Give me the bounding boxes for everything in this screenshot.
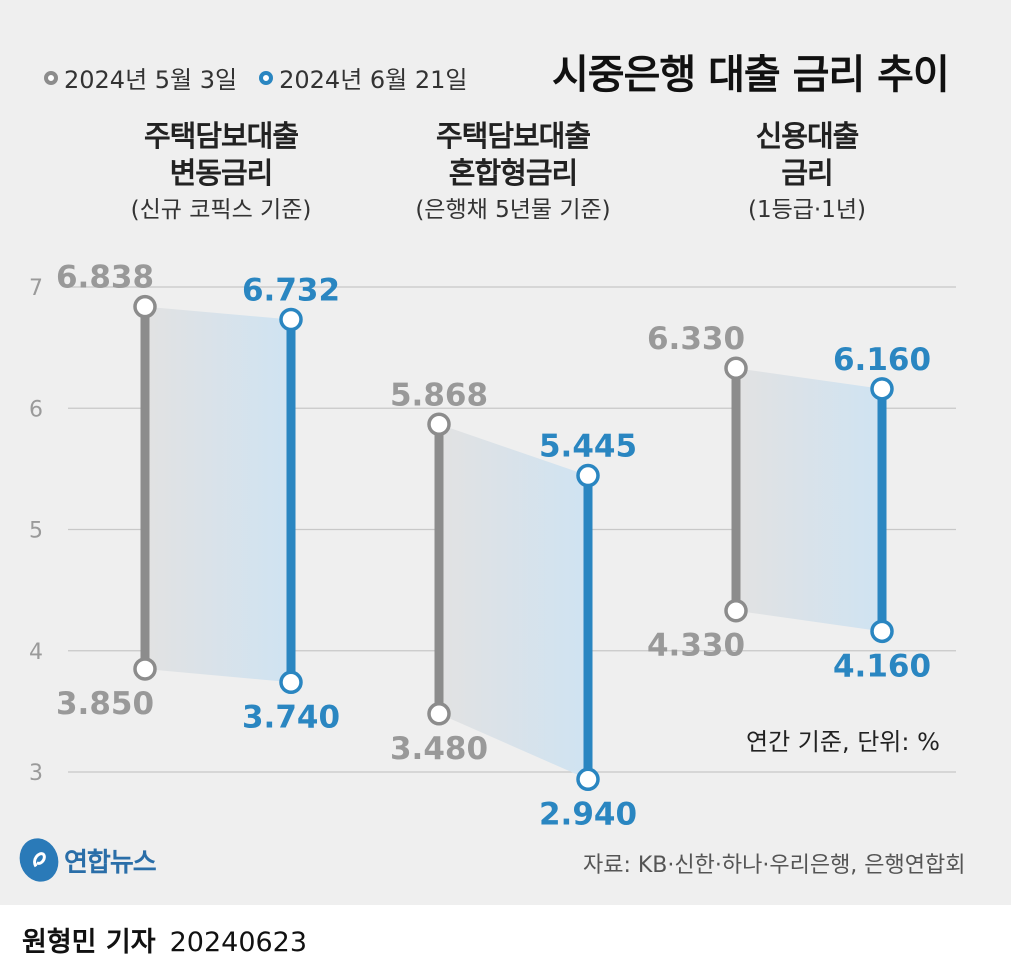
y-tick-label: 5 <box>29 519 43 544</box>
group-title-line1: 주택담보대출 <box>435 119 591 153</box>
source-note: 자료: KB·신한·하나·우리은행, 은행연합회 <box>583 853 966 878</box>
reporter-name: 원형민 기자 <box>22 927 156 958</box>
high-value-label-may: 6.838 <box>56 260 154 296</box>
legend-item-june: 2024년 6월 21일 <box>259 60 468 95</box>
range-shift-band <box>145 306 291 683</box>
publish-date: 20240623 <box>169 927 308 958</box>
legend-item-may: 2024년 5월 3일 <box>44 60 237 95</box>
range-chart: 3 4 5 6 7 6.838 3.850 5.868 3.480 6.330 4.330 6.732… <box>29 260 956 832</box>
low-marker-may <box>133 657 157 681</box>
high-value-label-may: 6.330 <box>647 321 745 357</box>
group-header-variable-mortgage: 주택담보대출 변동금리 (신규 코픽스 기준) <box>71 118 371 228</box>
y-tick-label: 6 <box>29 397 43 422</box>
chart-title: 시중은행 대출 금리 추이 <box>552 52 950 98</box>
group-title-line2: 혼합형금리 <box>448 156 578 190</box>
high-marker-may <box>724 356 748 380</box>
group-title-line1: 주택담보대출 <box>143 119 299 153</box>
high-value-label-june: 5.445 <box>539 429 637 465</box>
group-header-credit-loan: 신용대출 금리 (1등급·1년) <box>657 118 957 228</box>
y-tick-label: 7 <box>29 276 43 301</box>
legend-marker-gray <box>44 70 58 85</box>
y-tick-label: 4 <box>29 640 43 665</box>
group-subtitle: (은행채 5년물 기준) <box>415 197 611 223</box>
group-title-line2: 변동금리 <box>169 156 274 190</box>
group-title-line1: 신용대출 <box>755 119 860 153</box>
low-value-label-june: 3.740 <box>242 699 340 735</box>
range-shift-band <box>736 368 882 632</box>
legend-label-may: 2024년 5월 3일 <box>64 66 238 94</box>
low-value-label-may: 3.480 <box>390 731 488 767</box>
high-marker-june <box>870 377 894 401</box>
high-value-label-may: 5.868 <box>390 377 488 413</box>
legend-marker-blue <box>259 70 274 85</box>
low-marker-may <box>427 702 451 726</box>
unit-note: 연간 기준, 단위: % <box>746 728 940 756</box>
low-marker-june <box>279 670 303 695</box>
group-header-hybrid-mortgage: 주택담보대출 혼합형금리 (은행채 5년물 기준) <box>363 118 663 228</box>
y-tick-label: 3 <box>29 761 43 786</box>
logo-mark-icon <box>13 832 65 888</box>
high-marker-may <box>427 412 451 437</box>
low-value-label-june: 2.940 <box>539 796 637 832</box>
low-marker-june <box>870 619 894 644</box>
logo-text: 연합뉴스 <box>64 847 157 878</box>
legend-label-june: 2024년 6월 21일 <box>279 66 468 94</box>
low-marker-june <box>576 767 600 792</box>
high-value-label-june: 6.732 <box>242 272 340 308</box>
yonhap-logo: 연합뉴스 <box>13 832 157 888</box>
byline: 원형민 기자 20240623 <box>22 920 307 959</box>
low-value-label-may: 4.330 <box>647 628 745 664</box>
high-marker-june <box>576 463 600 488</box>
legend: 2024년 5월 3일 2024년 6월 21일 <box>44 60 468 95</box>
group-subtitle: (1등급·1년) <box>747 197 866 223</box>
group-title-line2: 금리 <box>781 156 833 190</box>
high-marker-may <box>133 294 157 319</box>
high-value-label-june: 6.160 <box>833 342 931 378</box>
low-value-label-june: 4.160 <box>833 648 931 684</box>
range-shift-band <box>439 424 588 780</box>
low-value-label-may: 3.850 <box>56 686 154 722</box>
low-marker-may <box>724 598 748 623</box>
chart-panel: 2024년 5월 3일 2024년 6월 21일 시중은행 대출 금리 추이 주… <box>0 0 1011 905</box>
group-subtitle: (신규 코픽스 기준) <box>130 197 312 223</box>
high-marker-june <box>279 307 303 332</box>
